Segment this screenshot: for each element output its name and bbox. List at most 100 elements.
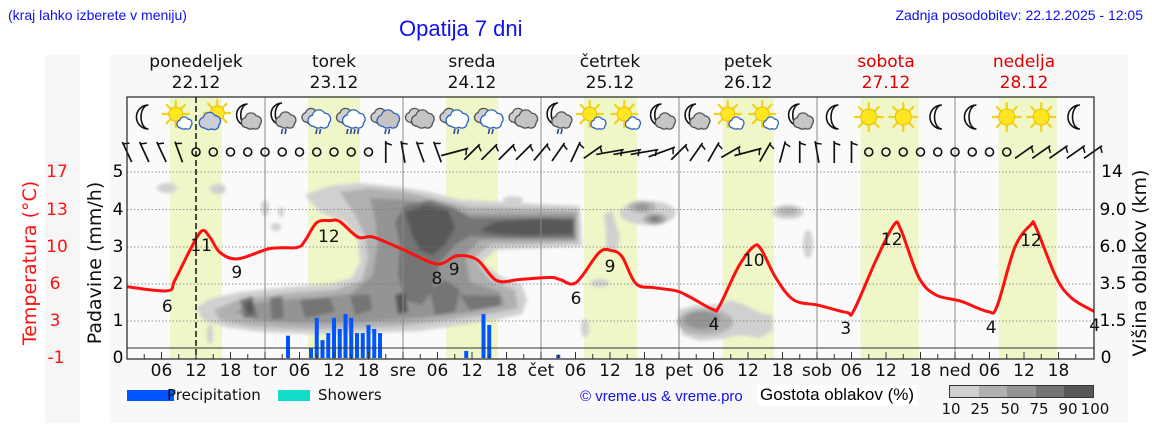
day-header-22-12: ponedeljek 22.12	[149, 52, 242, 94]
cloud-rain-heavy-icon	[335, 107, 366, 135]
wind-barb-staff	[441, 147, 469, 157]
temperature-extreme-label: 9	[449, 260, 460, 280]
temperature-extreme-label: 6	[571, 289, 582, 309]
wind-barb-staff	[498, 143, 515, 161]
temperature-extreme-label: 4	[1089, 316, 1100, 336]
cloud-fill	[562, 120, 570, 128]
moon-cloud-rain-icon	[270, 102, 297, 135]
sun-disc	[582, 106, 598, 122]
precipitation-legend-swatch	[127, 390, 174, 401]
rain-drop	[456, 128, 460, 135]
wind-barb-icon	[441, 147, 469, 157]
rain-drop	[353, 128, 356, 135]
sun-ray	[1046, 122, 1053, 128]
wind-barb-icon	[648, 146, 676, 158]
x-axis-label: 18	[634, 361, 656, 381]
x-axis-label: 18	[910, 361, 932, 381]
wind-barb-icon	[850, 141, 858, 163]
wind-calm-icon	[984, 147, 995, 157]
sun-ray	[206, 102, 213, 109]
wind-barb-feather	[1082, 146, 1086, 154]
x-axis-label: čet	[528, 361, 555, 381]
cloud-fill	[492, 119, 501, 128]
temperature-extreme-label: 6	[162, 297, 173, 317]
sun-disc	[998, 108, 1016, 126]
wind-barb-staff	[720, 145, 741, 159]
cloud-density-blob	[460, 295, 500, 310]
daylight-band	[860, 97, 919, 359]
wind-barb-feather	[769, 143, 775, 150]
wind-barb-feather	[672, 147, 674, 155]
moon-icon	[929, 104, 943, 130]
cloud-fill	[354, 119, 363, 128]
precipitation-tick: 2	[112, 274, 124, 294]
wind-barb-feather	[700, 144, 706, 151]
wind-barb-icon	[1049, 144, 1069, 160]
sun-cloud-small-icon	[575, 99, 607, 130]
temperature-extreme-label: 9	[605, 257, 616, 277]
wind-barb-feather	[175, 142, 183, 145]
sun-ray	[180, 103, 187, 110]
wind-calm-icon	[346, 147, 357, 157]
day-header-25-12: četrtek 25.12	[580, 52, 640, 94]
sun-icon	[888, 101, 919, 133]
x-axis-label: 18	[1048, 361, 1070, 381]
wind-calm-icon	[191, 147, 201, 157]
cloud-density-blob	[430, 280, 460, 315]
wind-barb-feather	[717, 143, 723, 150]
day-name: petek	[723, 52, 773, 72]
x-axis-label: 06	[151, 361, 173, 381]
precipitation-bar	[378, 333, 382, 358]
sun-cloud-icon	[198, 98, 232, 131]
precipitation-tick: 5	[112, 162, 124, 182]
temperature-tick: 17	[46, 162, 68, 182]
day-date: 25.12	[585, 73, 635, 93]
wind-barb-icon	[734, 147, 762, 157]
x-axis-label: 12	[875, 361, 897, 381]
cloud-fill	[184, 123, 191, 129]
wind-barb-feather	[417, 142, 424, 145]
wind-barb-feather	[1065, 146, 1069, 154]
cloud-fill	[457, 119, 467, 128]
moon-icon	[825, 104, 839, 130]
day-name: četrtek	[579, 52, 641, 72]
cloud-density-legend-title: Gostota oblakov (%)	[757, 385, 918, 405]
wind-barb-feather	[578, 143, 585, 149]
copyright-link[interactable]: © vreme.us & vreme.pro	[580, 388, 743, 405]
x-axis-label: 06	[841, 361, 863, 381]
cloud-density-blob	[210, 184, 226, 194]
moon-icon	[135, 104, 149, 130]
temperature-extreme-label: 3	[840, 319, 851, 339]
sun-cloud-small-icon	[748, 99, 780, 130]
rain-drop	[487, 128, 491, 135]
precipitation-bar	[360, 333, 365, 358]
rain-drop	[387, 128, 391, 135]
wind-barb-icon	[480, 143, 500, 161]
wind-barb-staff	[174, 141, 184, 163]
cloud-fill	[771, 123, 777, 129]
wind-calm-icon	[1001, 147, 1012, 157]
precipitation-bar	[487, 324, 492, 358]
sun-ray	[766, 103, 773, 110]
day-name: sobota	[857, 52, 915, 72]
wind-barb-feather	[477, 145, 482, 152]
cloud-fill	[665, 121, 674, 129]
temperature-extreme-label: 11	[190, 236, 212, 256]
wind-barb-icon	[570, 141, 585, 163]
wind-calm-icon	[311, 147, 322, 157]
cloud-fill	[598, 123, 605, 129]
moon-cloud-icon	[235, 103, 263, 130]
cloud-density-blob	[157, 183, 177, 193]
wind-barb-staff	[480, 143, 498, 161]
sun-ray	[874, 122, 880, 128]
precipitation-bar	[481, 314, 486, 358]
cloud-density-blob	[245, 301, 254, 314]
wind-barb-icon	[583, 144, 603, 160]
sun-ray	[165, 118, 172, 125]
precipitation-bar	[372, 328, 377, 358]
cloud-density-swatch-75	[1035, 386, 1065, 397]
wind-barb-feather	[1030, 146, 1034, 154]
cloud-fill	[210, 121, 219, 129]
cloud-fill	[423, 119, 432, 128]
wind-barb-icon	[463, 143, 482, 161]
